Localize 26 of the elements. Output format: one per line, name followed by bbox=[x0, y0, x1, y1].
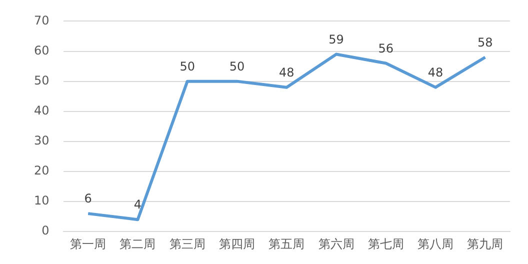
data-label: 50 bbox=[180, 59, 195, 74]
x-tick-label: 第四周 bbox=[219, 236, 255, 251]
x-tick-label: 第五周 bbox=[268, 236, 305, 251]
data-label: 56 bbox=[378, 41, 394, 56]
x-tick-label: 第八周 bbox=[418, 236, 454, 251]
y-tick-label: 10 bbox=[34, 194, 50, 208]
data-label: 50 bbox=[229, 59, 245, 74]
y-tick-label: 20 bbox=[34, 164, 50, 178]
data-label: 58 bbox=[478, 35, 493, 50]
x-tick-label: 第三周 bbox=[169, 236, 206, 251]
y-tick-label: 30 bbox=[34, 134, 50, 148]
x-tick-label: 第七周 bbox=[368, 236, 404, 251]
x-tick-label: 第一周 bbox=[70, 236, 106, 251]
y-tick-label: 50 bbox=[34, 73, 50, 88]
y-tick-label: 70 bbox=[34, 13, 50, 28]
x-tick-label: 第六周 bbox=[318, 236, 354, 251]
x-tick-label: 第九周 bbox=[467, 236, 504, 251]
y-tick-label: 40 bbox=[34, 103, 50, 118]
data-label: 4 bbox=[134, 198, 142, 212]
data-label: 6 bbox=[84, 192, 92, 206]
y-tick-label: 60 bbox=[34, 43, 50, 58]
x-tick-label: 第二周 bbox=[120, 236, 156, 251]
y-tick-label: 0 bbox=[42, 224, 50, 238]
data-label: 59 bbox=[328, 32, 344, 46]
data-label: 48 bbox=[278, 65, 294, 80]
data-label: 48 bbox=[428, 65, 444, 80]
